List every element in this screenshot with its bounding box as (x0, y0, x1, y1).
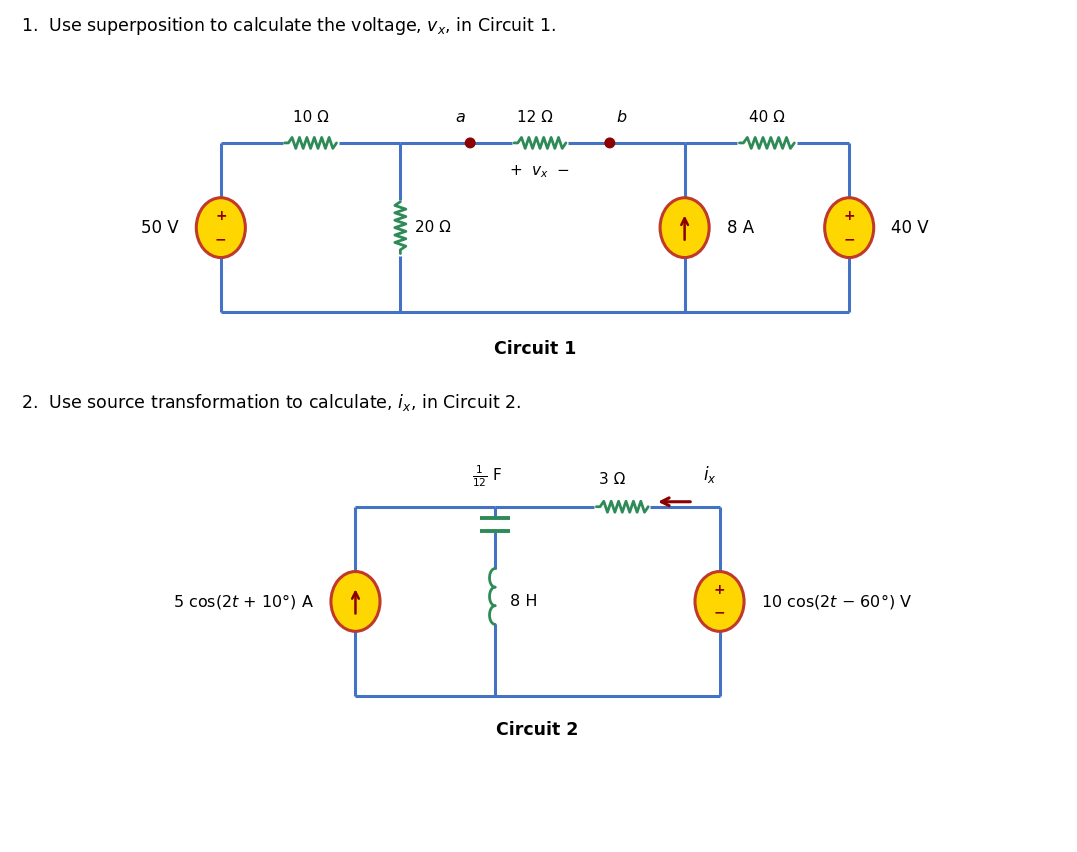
Text: 40 V: 40 V (891, 219, 928, 237)
Text: 50 V: 50 V (141, 219, 179, 237)
Text: +: + (843, 210, 855, 223)
Ellipse shape (196, 198, 246, 257)
Ellipse shape (331, 572, 380, 631)
Text: 1.  Use superposition to calculate the voltage, $v_x$, in Circuit 1.: 1. Use superposition to calculate the vo… (22, 15, 556, 37)
Text: 8 H: 8 H (510, 594, 537, 609)
Circle shape (465, 138, 475, 147)
Text: −: − (714, 606, 725, 619)
Text: +  $v_x$  −: + $v_x$ − (509, 163, 571, 180)
Ellipse shape (825, 198, 873, 257)
Text: −: − (843, 232, 855, 246)
Text: 10 cos(2$t$ − 60°) V: 10 cos(2$t$ − 60°) V (761, 592, 912, 611)
Circle shape (605, 138, 615, 147)
Text: 20 Ω: 20 Ω (416, 220, 451, 235)
Text: +: + (714, 583, 725, 597)
Text: 3 Ω: 3 Ω (599, 472, 626, 486)
Text: Circuit 2: Circuit 2 (496, 721, 578, 739)
Text: $a$: $a$ (454, 110, 465, 125)
Text: 5 cos(2$t$ + 10°) A: 5 cos(2$t$ + 10°) A (172, 592, 313, 611)
Ellipse shape (660, 198, 709, 257)
Text: $i_x$: $i_x$ (703, 463, 716, 485)
Text: 12 Ω: 12 Ω (517, 110, 553, 125)
Text: Circuit 1: Circuit 1 (494, 340, 576, 359)
Text: $b$: $b$ (616, 109, 628, 125)
Ellipse shape (695, 572, 744, 631)
Text: 8 A: 8 A (727, 219, 754, 237)
Text: −: − (215, 232, 226, 246)
Text: $\frac{1}{12}$ F: $\frac{1}{12}$ F (472, 463, 502, 489)
Text: +: + (215, 210, 226, 223)
Text: 40 Ω: 40 Ω (749, 110, 785, 125)
Text: 10 Ω: 10 Ω (293, 110, 328, 125)
Text: 2.  Use source transformation to calculate, $i_x$, in Circuit 2.: 2. Use source transformation to calculat… (22, 392, 521, 413)
